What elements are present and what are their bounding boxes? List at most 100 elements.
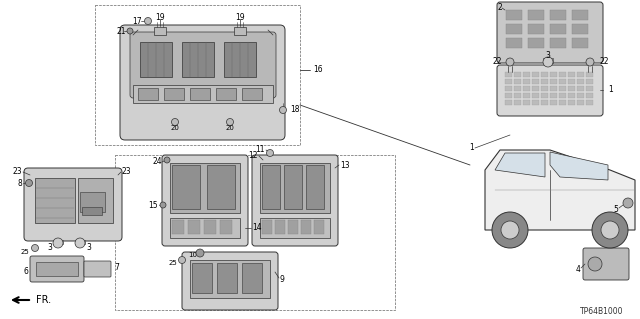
Circle shape [127, 28, 133, 34]
Bar [528, 24, 544, 34]
Bar [80, 192, 105, 212]
Bar [541, 79, 548, 84]
Bar [577, 100, 584, 105]
Circle shape [172, 118, 179, 125]
Text: 6: 6 [23, 268, 28, 277]
Bar [568, 93, 575, 98]
Bar [550, 100, 557, 105]
Text: 22: 22 [493, 57, 502, 66]
Polygon shape [550, 152, 608, 180]
Bar [78, 178, 113, 223]
Circle shape [145, 18, 152, 25]
FancyBboxPatch shape [30, 256, 84, 282]
Bar [577, 93, 584, 98]
Circle shape [53, 238, 63, 248]
Bar [541, 100, 548, 105]
Bar [550, 79, 557, 84]
Bar [314, 220, 324, 234]
Bar [550, 38, 566, 48]
Bar [528, 10, 544, 20]
Text: 20: 20 [225, 125, 234, 131]
Bar [154, 27, 166, 35]
Bar [190, 88, 210, 100]
Bar [541, 72, 548, 77]
Bar [138, 88, 158, 100]
Bar [586, 86, 593, 91]
FancyBboxPatch shape [24, 168, 122, 241]
FancyBboxPatch shape [182, 252, 278, 310]
Circle shape [164, 157, 170, 163]
Bar [95, 5, 300, 145]
Bar [505, 86, 512, 91]
Text: 24: 24 [152, 158, 162, 167]
Bar [532, 72, 539, 77]
Bar [559, 93, 566, 98]
Bar [523, 100, 530, 105]
FancyBboxPatch shape [130, 32, 276, 98]
FancyBboxPatch shape [84, 261, 111, 277]
Bar [523, 93, 530, 98]
Bar [514, 93, 521, 98]
Bar [192, 263, 212, 293]
FancyBboxPatch shape [583, 248, 629, 280]
Bar [182, 42, 214, 77]
Bar [172, 220, 184, 234]
Bar [532, 100, 539, 105]
Text: 11: 11 [255, 145, 265, 153]
Text: 3: 3 [47, 243, 52, 253]
Bar [234, 27, 246, 35]
Bar [288, 220, 298, 234]
Bar [284, 165, 302, 209]
Bar [505, 79, 512, 84]
Circle shape [196, 249, 204, 257]
Circle shape [506, 58, 514, 66]
Text: 19: 19 [155, 12, 165, 21]
Bar [36, 262, 78, 276]
Text: 9: 9 [280, 276, 285, 285]
Text: 15: 15 [148, 201, 158, 210]
Circle shape [588, 257, 602, 271]
Circle shape [592, 212, 628, 248]
Bar [550, 24, 566, 34]
Circle shape [492, 212, 528, 248]
Bar [505, 93, 512, 98]
Bar [514, 86, 521, 91]
Text: 23: 23 [122, 167, 132, 176]
Text: 1: 1 [608, 85, 612, 94]
Bar [260, 163, 330, 213]
Text: 25: 25 [168, 260, 177, 266]
Polygon shape [485, 150, 635, 230]
Bar [53, 240, 63, 244]
Text: 4: 4 [575, 265, 580, 275]
Text: 17: 17 [132, 17, 142, 26]
FancyBboxPatch shape [162, 155, 248, 246]
Bar [568, 100, 575, 105]
Bar [559, 79, 566, 84]
Bar [115, 155, 395, 310]
Text: 1: 1 [469, 144, 474, 152]
Bar [559, 72, 566, 77]
Circle shape [280, 107, 287, 114]
Bar [242, 263, 262, 293]
Bar [242, 88, 262, 100]
Bar [262, 220, 272, 234]
Bar [528, 38, 544, 48]
Circle shape [543, 57, 553, 67]
Text: 22: 22 [600, 57, 609, 66]
FancyBboxPatch shape [497, 2, 603, 63]
Bar [220, 220, 232, 234]
Bar [133, 85, 273, 103]
Bar [204, 220, 216, 234]
Bar [550, 86, 557, 91]
Bar [170, 218, 240, 238]
Bar [541, 93, 548, 98]
Bar [550, 72, 557, 77]
Circle shape [31, 244, 38, 251]
Circle shape [586, 58, 594, 66]
Bar [532, 86, 539, 91]
Polygon shape [495, 153, 545, 177]
Bar [301, 220, 311, 234]
Circle shape [266, 150, 273, 157]
Bar [543, 58, 553, 63]
Bar [217, 263, 237, 293]
